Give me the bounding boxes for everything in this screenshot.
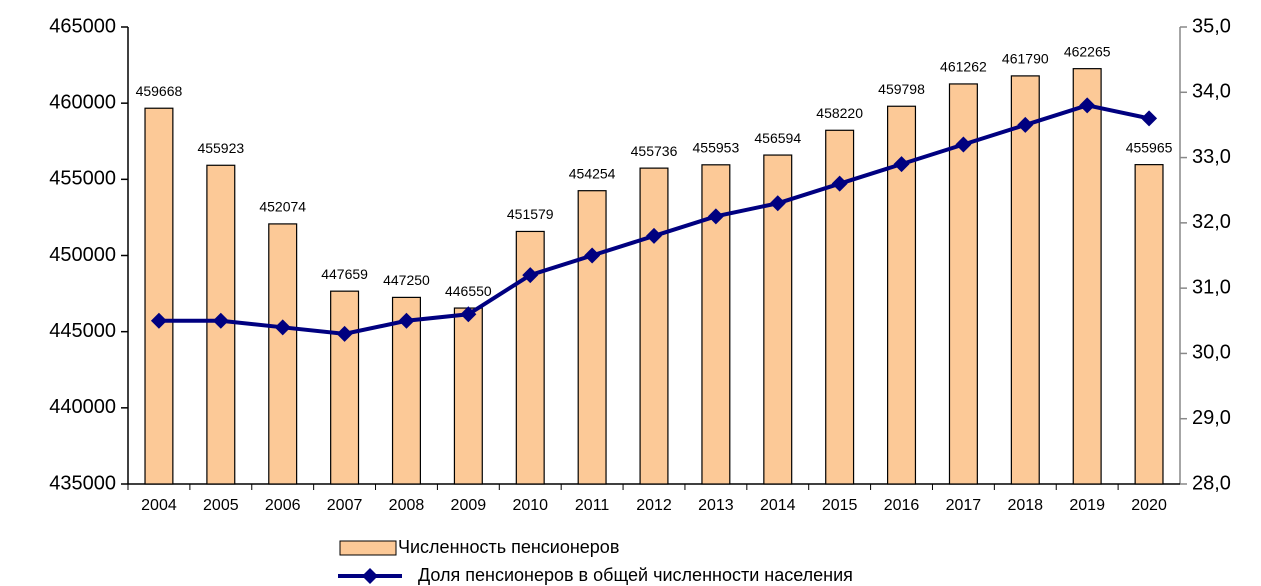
data-label: 452074	[259, 199, 306, 215]
data-label: 458220	[816, 105, 863, 121]
data-label: 455923	[197, 140, 244, 156]
marker	[955, 136, 972, 153]
bar	[887, 105, 917, 485]
marker	[212, 312, 229, 329]
x-tick-label: 2006	[265, 497, 301, 514]
data-label: 461262	[940, 59, 987, 75]
data-label: 456594	[754, 130, 801, 146]
bar	[144, 107, 174, 485]
data-label: 462265	[1064, 43, 1111, 59]
data-label: 455736	[631, 143, 678, 159]
x-tick-label: 2016	[884, 497, 920, 514]
x-tick-label: 2004	[141, 497, 177, 514]
marker	[707, 208, 724, 225]
x-tick-label: 2007	[327, 497, 363, 514]
data-label: 459668	[136, 83, 183, 99]
x-tick-label: 2020	[1131, 497, 1167, 514]
y2-tick-label: 29,0	[1192, 407, 1231, 429]
x-tick-label: 2018	[1007, 497, 1043, 514]
y2-tick-label: 35,0	[1192, 15, 1231, 37]
data-label: 447250	[383, 272, 430, 288]
y2-tick-label: 28,0	[1192, 472, 1231, 494]
data-label: 455953	[693, 140, 740, 156]
x-tick-label: 2010	[512, 497, 548, 514]
x-tick-label: 2008	[389, 497, 425, 514]
marker	[150, 312, 167, 329]
marker	[1079, 97, 1096, 114]
y-tick-label: 440000	[49, 396, 116, 418]
data-label: 447659	[321, 266, 368, 282]
bar	[639, 167, 669, 485]
y-tick-label: 455000	[49, 168, 116, 190]
data-label: 455965	[1126, 139, 1173, 155]
marker	[398, 312, 415, 329]
x-tick-label: 2013	[698, 497, 734, 514]
y-tick-label: 435000	[49, 472, 116, 494]
data-label: 454254	[569, 165, 616, 181]
y2-tick-label: 32,0	[1192, 211, 1231, 233]
marker	[460, 306, 477, 323]
marker	[769, 195, 786, 212]
marker	[893, 156, 910, 173]
data-label: 446550	[445, 283, 492, 299]
legend-label: Численность пенсионеров	[398, 537, 619, 557]
x-tick-label: 2015	[822, 497, 858, 514]
y-tick-label: 450000	[49, 244, 116, 266]
x-tick-label: 2009	[451, 497, 487, 514]
bar	[453, 307, 483, 485]
marker	[831, 175, 848, 192]
x-tick-label: 2005	[203, 497, 239, 514]
y2-tick-label: 34,0	[1192, 81, 1231, 103]
bar	[577, 190, 607, 485]
y2-tick-label: 30,0	[1192, 342, 1231, 364]
data-label: 451579	[507, 206, 554, 222]
marker	[1017, 116, 1034, 133]
x-tick-label: 2012	[636, 497, 672, 514]
marker	[584, 247, 601, 264]
marker	[336, 325, 353, 342]
bar	[1010, 75, 1040, 485]
marker	[1141, 110, 1158, 127]
legend-swatch	[339, 540, 397, 556]
y-tick-label: 460000	[49, 91, 116, 113]
x-tick-label: 2014	[760, 497, 796, 514]
marker	[646, 227, 662, 244]
x-tick-label: 2017	[946, 497, 982, 514]
marker	[522, 267, 539, 284]
bar	[1134, 164, 1164, 485]
bar	[825, 129, 855, 485]
legend-marker	[362, 568, 378, 584]
x-tick-label: 2019	[1069, 497, 1105, 514]
bar	[268, 223, 298, 485]
legend-label: Доля пенсионеров в общей численности нас…	[418, 565, 853, 585]
bar	[1072, 68, 1102, 485]
data-label: 461790	[1002, 51, 1049, 67]
y-tick-label: 445000	[49, 320, 116, 342]
data-label: 459798	[878, 81, 925, 97]
x-tick-label: 2011	[575, 497, 610, 514]
y-tick-label: 465000	[49, 15, 116, 37]
bar	[330, 290, 360, 485]
marker	[274, 319, 291, 336]
y2-tick-label: 31,0	[1192, 276, 1231, 298]
y2-tick-label: 33,0	[1192, 146, 1231, 168]
